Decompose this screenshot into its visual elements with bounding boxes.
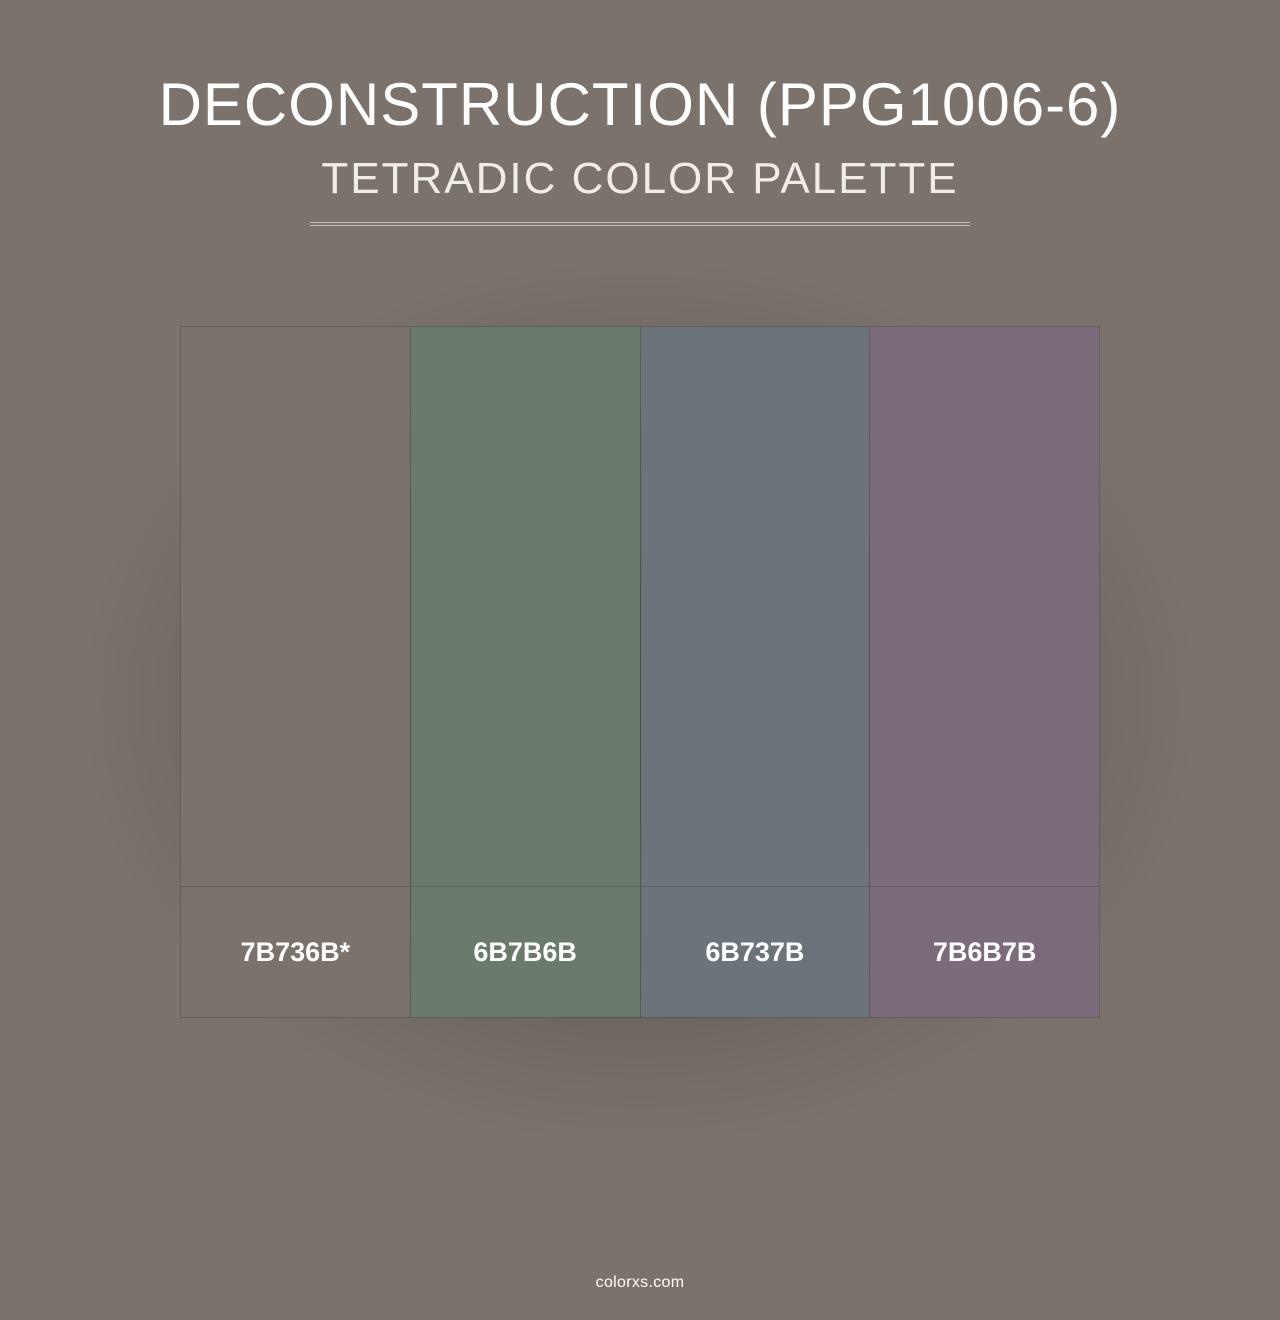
swatch-hex-text: 6B7B6B (473, 937, 577, 968)
palette-container: 7B736B* 6B7B6B 6B737B 7B6B7B (180, 326, 1100, 1018)
footer-credit: colorxs.com (0, 1274, 1280, 1292)
swatch-hex-text: 6B737B (705, 937, 804, 968)
header-divider (310, 222, 970, 226)
swatch-fill (641, 327, 870, 887)
color-swatch: 6B737B (641, 326, 871, 1018)
color-palette: 7B736B* 6B7B6B 6B737B 7B6B7B (180, 326, 1100, 1018)
swatch-fill (870, 327, 1099, 887)
swatch-hex-text: 7B736B* (241, 937, 351, 968)
color-swatch: 6B7B6B (411, 326, 641, 1018)
swatch-label: 6B737B (641, 887, 870, 1017)
header: DECONSTRUCTION (PPG1006-6) TETRADIC COLO… (0, 0, 1280, 226)
swatch-label: 7B736B* (181, 887, 410, 1017)
swatch-hex-text: 7B6B7B (933, 937, 1037, 968)
swatch-label: 6B7B6B (411, 887, 640, 1017)
color-swatch: 7B736B* (180, 326, 411, 1018)
page-subtitle: TETRADIC COLOR PALETTE (0, 154, 1280, 204)
page-title: DECONSTRUCTION (PPG1006-6) (0, 70, 1280, 139)
swatch-fill (181, 327, 410, 887)
swatch-fill (411, 327, 640, 887)
swatch-label: 7B6B7B (870, 887, 1099, 1017)
color-swatch: 7B6B7B (870, 326, 1100, 1018)
